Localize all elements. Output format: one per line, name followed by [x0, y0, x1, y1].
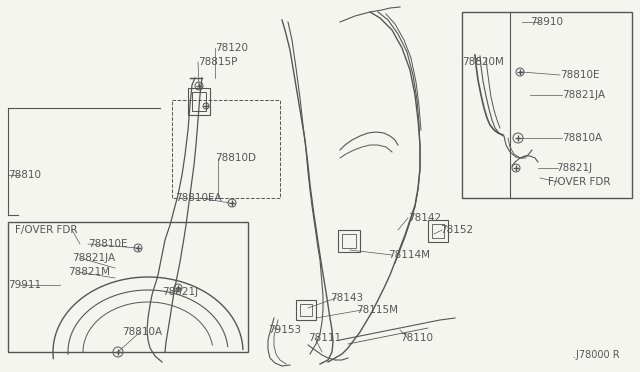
Text: F/OVER FDR: F/OVER FDR	[548, 177, 611, 187]
Text: 78821JA: 78821JA	[72, 253, 115, 263]
Text: 78120: 78120	[215, 43, 248, 53]
Text: 79153: 79153	[268, 325, 301, 335]
Text: 78114M: 78114M	[388, 250, 430, 260]
Text: 78815P: 78815P	[198, 57, 237, 67]
Bar	[432, 224, 444, 238]
Text: 78110: 78110	[400, 333, 433, 343]
Text: 78142: 78142	[408, 213, 441, 223]
Bar	[188, 88, 210, 115]
Text: 78810D: 78810D	[215, 153, 256, 163]
Text: 78152: 78152	[440, 225, 473, 235]
Text: 78810A: 78810A	[122, 327, 162, 337]
Text: 78821J: 78821J	[162, 287, 198, 297]
Text: .J78000 R: .J78000 R	[573, 350, 620, 360]
Text: F/OVER FDR: F/OVER FDR	[15, 225, 77, 235]
Bar	[342, 234, 356, 248]
Bar	[8, 222, 248, 352]
Bar	[296, 300, 316, 320]
Bar	[428, 220, 448, 242]
Text: 78821M: 78821M	[68, 267, 110, 277]
Text: 78111: 78111	[308, 333, 341, 343]
Text: 78821JA: 78821JA	[562, 90, 605, 100]
Text: 78810EA: 78810EA	[175, 193, 221, 203]
Text: 78143: 78143	[330, 293, 363, 303]
Text: 78820M: 78820M	[462, 57, 504, 67]
Text: 78810E: 78810E	[88, 239, 127, 249]
Bar	[172, 100, 280, 198]
Bar	[338, 230, 360, 252]
Text: 78115M: 78115M	[356, 305, 398, 315]
Bar	[300, 304, 312, 316]
Bar	[462, 12, 632, 198]
Text: 79911: 79911	[8, 280, 41, 290]
Text: 78810: 78810	[8, 170, 41, 180]
Text: 78910: 78910	[530, 17, 563, 27]
Text: 78810E: 78810E	[560, 70, 600, 80]
Bar	[192, 92, 206, 111]
Text: 78810A: 78810A	[562, 133, 602, 143]
Text: 78821J: 78821J	[556, 163, 592, 173]
